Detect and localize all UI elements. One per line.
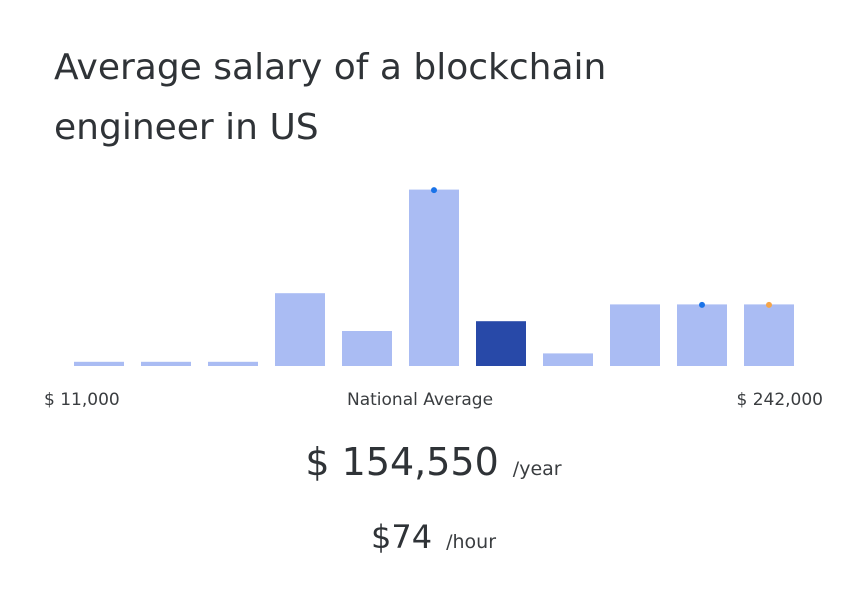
bar bbox=[74, 361, 124, 366]
bar-marker-dot bbox=[699, 301, 705, 308]
hourly-salary-unit: /hour bbox=[446, 531, 496, 553]
bar bbox=[677, 304, 727, 366]
bar bbox=[275, 293, 325, 366]
bar bbox=[409, 189, 459, 366]
hourly-salary: $74/hour bbox=[0, 518, 867, 556]
x-axis-max-label: $ 242,000 bbox=[736, 390, 823, 410]
yearly-salary-unit: /year bbox=[512, 458, 562, 480]
x-axis-min-label: $ 11,000 bbox=[44, 390, 120, 410]
x-axis-national-average-label: National Average bbox=[347, 390, 494, 410]
bar-highlighted bbox=[476, 321, 526, 366]
bar bbox=[342, 331, 392, 366]
bar-marker-dot bbox=[431, 187, 437, 194]
bar bbox=[610, 304, 660, 366]
hourly-salary-value: $74 bbox=[371, 518, 433, 556]
bar-marker-dot bbox=[766, 301, 772, 308]
page-title: Average salary of a blockchain engineer … bbox=[54, 47, 607, 148]
yearly-salary-value: $ 154,550 bbox=[305, 440, 499, 484]
bar bbox=[744, 304, 794, 366]
bar bbox=[141, 361, 191, 366]
bar bbox=[543, 353, 593, 366]
bar bbox=[208, 361, 258, 366]
yearly-salary: $ 154,550/year bbox=[0, 440, 867, 484]
